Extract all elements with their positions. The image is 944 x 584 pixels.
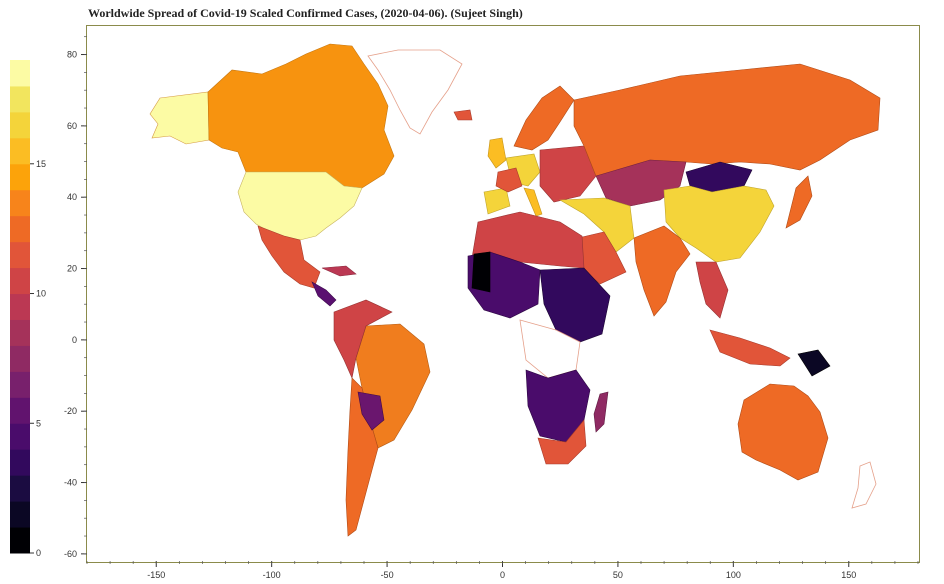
region-south-america-west xyxy=(333,299,393,379)
country-france xyxy=(495,167,523,193)
country-uk xyxy=(487,137,507,169)
x-tick-label: -50 xyxy=(381,570,394,580)
y-axis: 80 60 40 20 0 -20 -40 -60 xyxy=(64,36,87,559)
x-tick-label: 100 xyxy=(726,570,741,580)
colorbar-segment xyxy=(10,475,30,502)
colorbar-segment xyxy=(10,527,30,554)
y-tick-label: 0 xyxy=(72,335,77,345)
country-iceland xyxy=(453,109,473,121)
colorbar-tick-label: 15 xyxy=(36,159,46,169)
colorbar-segment xyxy=(10,85,30,113)
colorbar-segment xyxy=(10,215,30,243)
region-southeast-asia xyxy=(695,261,729,319)
country-bolivia-paraguay xyxy=(357,391,385,431)
region-east-africa xyxy=(539,267,611,343)
country-new-zealand xyxy=(851,461,877,509)
colorbar-segment xyxy=(10,397,30,424)
x-tick-label: -150 xyxy=(147,570,165,580)
colorbar-segment xyxy=(10,319,30,346)
country-spain-portugal xyxy=(483,187,511,215)
chart-title: Worldwide Spread of Covid-19 Scaled Conf… xyxy=(88,6,523,20)
region-central-america xyxy=(311,281,337,307)
y-tick-label: -20 xyxy=(64,406,77,416)
country-japan xyxy=(785,175,813,229)
region-scandinavia xyxy=(513,85,575,151)
x-tick-label: 0 xyxy=(500,570,505,580)
x-tick-label: -100 xyxy=(263,570,281,580)
colorbar-segment xyxy=(10,137,30,165)
country-madagascar xyxy=(593,391,609,433)
colorbar-segment xyxy=(10,60,30,87)
colorbar-segment xyxy=(10,449,30,476)
country-canada xyxy=(207,43,395,189)
country-shapes xyxy=(149,43,881,537)
country-italy xyxy=(523,187,543,217)
country-australia xyxy=(737,383,829,481)
colorbar: 0 5 10 15 xyxy=(10,60,46,558)
x-axis: -150 -100 -50 0 50 100 150 xyxy=(86,561,919,580)
country-indonesia xyxy=(709,329,791,367)
colorbar-segment xyxy=(10,293,30,320)
colorbar-tick-label: 0 xyxy=(36,548,41,558)
y-tick-label: -60 xyxy=(64,549,77,559)
y-tick-label: 40 xyxy=(67,192,77,202)
colorbar-segment xyxy=(10,163,30,191)
colorbar-segment xyxy=(10,111,30,139)
colorbar-tick-label: 5 xyxy=(36,418,41,428)
country-greenland xyxy=(367,49,463,135)
country-south-africa xyxy=(537,419,587,465)
country-mexico xyxy=(257,225,321,289)
country-alaska xyxy=(149,91,210,145)
colorbar-segment xyxy=(10,345,30,372)
y-tick-label: 80 xyxy=(67,50,77,60)
colorbar-segment xyxy=(10,241,30,269)
colorbar-tick-label: 10 xyxy=(36,289,46,299)
region-caribbean xyxy=(321,265,357,277)
y-tick-label: 20 xyxy=(67,264,77,274)
country-usa xyxy=(237,171,363,241)
country-russia xyxy=(573,63,881,177)
country-papua-new-guinea xyxy=(797,349,831,377)
colorbar-segment xyxy=(10,189,30,217)
colorbar-segment xyxy=(10,501,30,528)
region-turkey-iran xyxy=(558,197,635,253)
x-tick-label: 50 xyxy=(613,570,623,580)
country-india xyxy=(633,225,691,317)
y-tick-label: -40 xyxy=(64,478,77,488)
colorbar-segment xyxy=(10,423,30,450)
country-mauritania xyxy=(471,251,491,293)
x-tick-label: 150 xyxy=(841,570,856,580)
colorbar-segment xyxy=(10,267,30,295)
y-tick-label: 60 xyxy=(67,121,77,131)
colorbar-segment xyxy=(10,371,30,398)
